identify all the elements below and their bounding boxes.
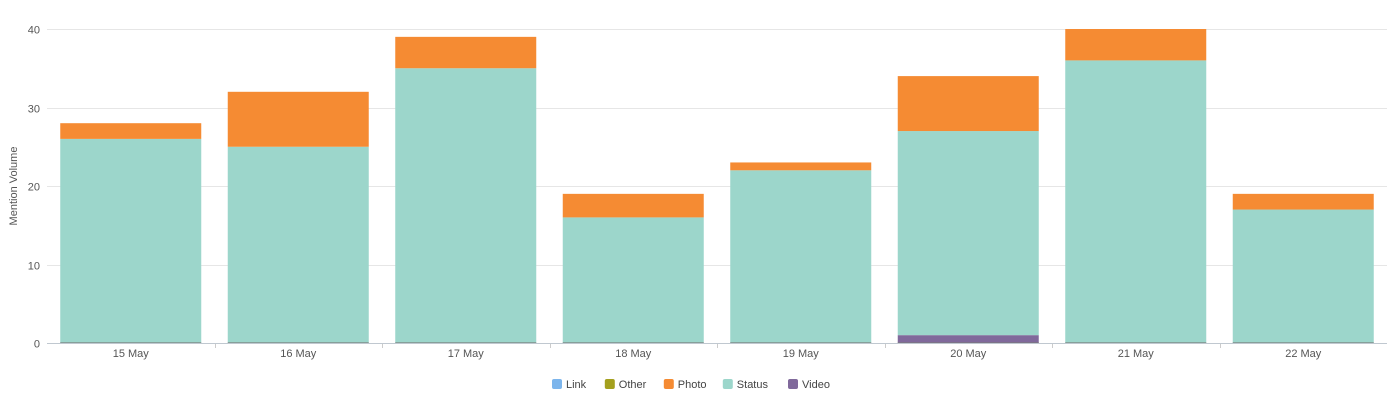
axes: 0 10 20 30 40 Mention Volume 15 May 16 May 17 Ma…: [8, 25, 1387, 360]
bar-baseline-21-may: [1065, 342, 1207, 343]
bars: [60, 29, 1374, 344]
bar-baseline-18-may: [562, 342, 704, 343]
legend-label-status: Status: [737, 379, 769, 391]
x-tick-label-18-may: 18 May: [615, 348, 652, 360]
bar-21-may-status[interactable]: [1065, 60, 1207, 344]
legend-swatch-photo: [663, 379, 674, 389]
bar-16-may-photo[interactable]: [227, 91, 369, 147]
legend-swatch-link: [552, 379, 562, 389]
y-axis-title: Mention Volume: [8, 147, 20, 226]
bar-group-22-may: [1232, 193, 1374, 343]
legend: Link Other Photo Status Video: [552, 379, 830, 391]
bar-19-may-photo[interactable]: [730, 162, 872, 171]
x-tick-label-16-may: 16 May: [280, 348, 317, 360]
legend-swatch-status: [722, 379, 733, 389]
legend-swatch-video: [788, 379, 798, 389]
bar-16-may-status[interactable]: [227, 146, 369, 343]
legend-label-photo: Photo: [678, 379, 707, 391]
y-tick-label-30: 30: [28, 104, 40, 116]
legend-item-photo[interactable]: Photo: [663, 379, 707, 391]
x-tick-label-21-may: 21 May: [1118, 348, 1155, 360]
x-tick-label-20-may: 20 May: [950, 348, 987, 360]
bar-17-may-photo[interactable]: [395, 36, 537, 69]
y-tick-label-40: 40: [28, 25, 40, 37]
bar-group-19-may: [730, 162, 872, 343]
legend-item-link[interactable]: Link: [552, 379, 587, 391]
bar-group-20-may: [897, 76, 1039, 343]
y-tick-label-10: 10: [28, 261, 40, 273]
x-tick-label-22-may: 22 May: [1285, 348, 1322, 360]
y-tick-label-20: 20: [28, 182, 40, 194]
bar-baseline-16-may: [227, 342, 369, 343]
bar-group-18-may: [562, 193, 704, 343]
legend-swatch-other: [604, 379, 615, 389]
bar-21-may-photo[interactable]: [1065, 29, 1207, 61]
bar-group-17-may: [395, 36, 537, 343]
legend-item-status[interactable]: Status: [722, 379, 769, 391]
legend-label-link: Link: [566, 379, 587, 391]
bar-baseline-22-may: [1232, 342, 1374, 343]
legend-item-video[interactable]: Video: [788, 379, 830, 391]
legend-item-other[interactable]: Other: [604, 379, 647, 391]
bar-group-21-may: [1065, 29, 1207, 344]
x-tick-label-17-may: 17 May: [448, 348, 485, 360]
x-tick-label-15-may: 15 May: [113, 348, 150, 360]
legend-label-other: Other: [619, 379, 647, 391]
bar-baseline-19-may: [730, 342, 872, 343]
bar-20-may-photo[interactable]: [897, 76, 1039, 132]
y-tick-label-0: 0: [34, 339, 40, 351]
bar-22-may-photo[interactable]: [1232, 193, 1374, 210]
bar-group-16-may: [227, 91, 369, 343]
bar-20-may-video[interactable]: [897, 335, 1039, 343]
bar-baseline-15-may: [60, 342, 202, 343]
bar-20-may-status[interactable]: [897, 131, 1039, 336]
bar-15-may-status[interactable]: [60, 138, 202, 343]
legend-label-video: Video: [802, 379, 830, 391]
bar-17-may-status[interactable]: [395, 68, 537, 343]
bar-baseline-17-may: [395, 342, 537, 343]
bar-group-15-may: [60, 123, 202, 343]
x-tick-label-19-may: 19 May: [783, 348, 820, 360]
bar-15-may-photo[interactable]: [60, 123, 202, 139]
bar-19-may-status[interactable]: [730, 170, 872, 343]
bar-18-may-status[interactable]: [562, 217, 704, 343]
bar-18-may-photo[interactable]: [562, 193, 704, 218]
bar-22-may-status[interactable]: [1232, 209, 1374, 343]
bar-baseline-20-may: [897, 342, 1039, 343]
